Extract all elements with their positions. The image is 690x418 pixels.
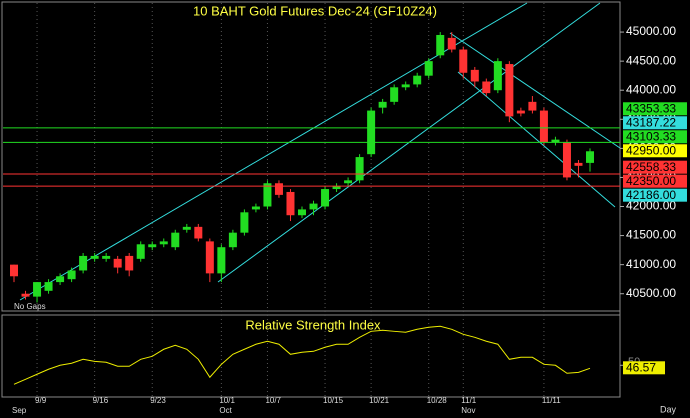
y-tick-label: 41000.00 xyxy=(626,257,676,271)
last-value-label: 46.57 xyxy=(626,360,656,374)
candle-body xyxy=(90,255,99,259)
level-label-box xyxy=(623,102,687,116)
candle-body xyxy=(136,244,145,259)
candle-body xyxy=(321,189,330,207)
channel-line xyxy=(449,32,621,149)
candle-body xyxy=(21,293,30,297)
level-label: 42950.00 xyxy=(626,143,676,157)
y-tick-label: 41500.00 xyxy=(626,228,676,242)
candle-body xyxy=(194,226,203,239)
candle-body xyxy=(171,232,180,248)
channel-line xyxy=(457,71,616,208)
candle-body xyxy=(505,64,514,117)
level-label: 43103.33 xyxy=(626,129,676,143)
candle-body xyxy=(79,255,88,271)
level-label: 42350.00 xyxy=(626,174,676,188)
candle-body xyxy=(113,258,122,268)
last-value-box xyxy=(623,361,665,375)
candle-body xyxy=(228,232,237,248)
candle-body xyxy=(10,264,18,277)
level-label-box xyxy=(623,144,687,158)
y-tick-label: 40500.00 xyxy=(626,286,676,300)
candle-body xyxy=(298,209,306,216)
level-label-box xyxy=(623,130,687,144)
level-label: 42558.33 xyxy=(626,160,676,174)
candle-body xyxy=(413,75,422,85)
x-tick-label: 9/23 xyxy=(150,396,166,405)
candle-body xyxy=(148,244,157,248)
note: No Gaps xyxy=(14,302,46,311)
plot xyxy=(3,32,620,385)
candle-body xyxy=(436,34,445,56)
x-month-label: Oct xyxy=(219,406,232,415)
candle-body xyxy=(263,183,272,207)
candle-body xyxy=(528,101,537,111)
x-tick-label: 10/28 xyxy=(427,396,448,405)
candle-body xyxy=(182,226,191,230)
x-tick-label: 10/1 xyxy=(219,396,235,405)
candle-body xyxy=(378,101,387,108)
x-month-label: Nov xyxy=(461,406,475,415)
rsi-line xyxy=(13,325,591,385)
candle-body xyxy=(586,151,594,163)
x-month-label: Sep xyxy=(12,406,27,415)
candle-body xyxy=(401,84,410,88)
chart-title: 10 BAHT Gold Futures Dec-24 (GF10Z24) xyxy=(193,3,437,18)
level-label: 43187.22 xyxy=(626,115,676,129)
candle-body xyxy=(470,69,479,82)
candle-body xyxy=(344,180,353,184)
y-tick-label: 44000.00 xyxy=(626,82,676,96)
candle-body xyxy=(516,110,525,114)
level-label-box xyxy=(623,116,687,130)
candle-body xyxy=(355,157,364,181)
candle-body xyxy=(390,87,399,102)
candle-body xyxy=(286,191,295,216)
level-label-box xyxy=(623,188,687,202)
candle-body xyxy=(551,139,560,143)
candle-body xyxy=(274,183,283,195)
candle-body xyxy=(459,49,468,73)
candle-body xyxy=(332,186,341,190)
candle-body xyxy=(67,270,76,280)
x-tick-label: 10/15 xyxy=(323,396,344,405)
x-tick-label: 10/21 xyxy=(369,396,390,405)
candle-body xyxy=(56,276,65,283)
candle-body xyxy=(159,241,168,245)
y-tick-label: 45000.00 xyxy=(626,24,676,38)
candle-body xyxy=(251,206,260,210)
candle-body xyxy=(482,81,491,94)
candle-body xyxy=(309,203,318,210)
level-label-box xyxy=(623,160,687,174)
rsi-title: Relative Strength Index xyxy=(245,317,381,332)
level-label: 42186.00 xyxy=(626,188,676,202)
candle-body xyxy=(367,110,376,155)
level-label: 43353.33 xyxy=(626,101,676,115)
x-tick-label: 11/1 xyxy=(461,396,477,405)
candle-body xyxy=(217,247,226,274)
candle-body xyxy=(125,255,134,271)
candle-body xyxy=(562,142,571,178)
candle-body xyxy=(44,282,53,291)
x-axis-label: Day xyxy=(660,404,677,414)
x-tick-label: 9/9 xyxy=(35,396,47,405)
candle-body xyxy=(205,241,214,274)
y-tick-label: 42000.00 xyxy=(626,199,676,213)
candle-body xyxy=(539,110,548,143)
level-label-box xyxy=(623,174,687,188)
candle-body xyxy=(574,162,583,166)
candle-body xyxy=(447,37,456,50)
candle-body xyxy=(102,255,111,259)
x-tick-label: 9/16 xyxy=(93,396,109,405)
candle-body xyxy=(240,212,249,233)
candle-body xyxy=(493,61,502,91)
candle-body xyxy=(33,282,42,297)
candle-body xyxy=(424,61,433,76)
x-tick-label: 11/11 xyxy=(542,396,561,405)
y-tick-label: 44500.00 xyxy=(626,53,676,67)
x-tick-label: 10/7 xyxy=(265,396,281,405)
